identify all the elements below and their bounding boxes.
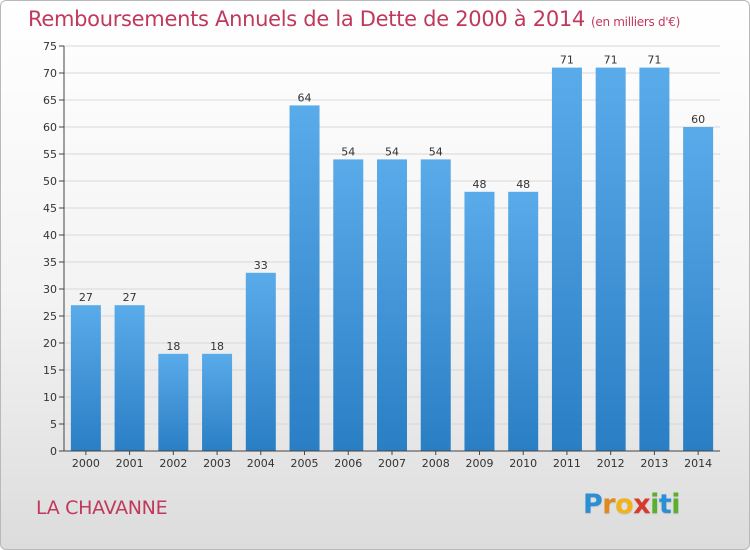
bar-2009: [464, 191, 495, 452]
x-tick-label-2005: 2005: [291, 457, 319, 470]
y-tick-label-5: 5: [50, 418, 57, 431]
x-tick-label-2010: 2010: [509, 457, 537, 470]
data-label-2012: 71: [604, 54, 618, 67]
data-labels: 27 27 18 18 33 64 54 54 54 48 48 71 71 71 60: [79, 54, 705, 353]
data-label-2013: 71: [647, 54, 661, 67]
bar-2012: [595, 67, 626, 451]
logo-letter: o: [615, 489, 634, 520]
bar-2014: [683, 127, 714, 451]
bar-2001: [114, 305, 145, 451]
proxiti-logo: Proxiti: [583, 489, 681, 520]
x-tick-label-2009: 2009: [465, 457, 493, 470]
bar-2002: [158, 353, 189, 451]
logo-letter: i: [650, 489, 659, 520]
commune-name: LA CHAVANNE: [36, 497, 168, 519]
y-tick-label-60: 60: [43, 121, 57, 134]
x-tick-label-2014: 2014: [684, 457, 712, 470]
x-tick-label-2000: 2000: [72, 457, 100, 470]
chart-title: Remboursements Annuels de la Dette de 20…: [28, 7, 680, 31]
bar-2005: [289, 105, 320, 452]
x-tick-label-2001: 2001: [116, 457, 144, 470]
data-label-2000: 27: [79, 291, 93, 304]
logo-letter: P: [583, 489, 603, 520]
data-label-2014: 60: [691, 113, 705, 126]
y-tick-label-25: 25: [43, 310, 57, 323]
data-label-2007: 54: [385, 145, 399, 158]
x-tick-label-2008: 2008: [422, 457, 450, 470]
axes: 0 5 10 15 20 25 30 35 40 45 50 55 60 65 70 75 2000 2001 20…: [43, 40, 720, 470]
bars: [70, 67, 714, 452]
data-label-2009: 48: [472, 178, 486, 191]
x-tick-label-2004: 2004: [247, 457, 275, 470]
y-tick-label-0: 0: [50, 445, 57, 458]
chart-subtitle: (en milliers d'€): [591, 15, 681, 29]
x-tick-label-2013: 2013: [640, 457, 668, 470]
bar-2004: [245, 272, 276, 451]
bar-2010: [508, 191, 539, 452]
y-tick-label-50: 50: [43, 175, 57, 188]
data-label-2008: 54: [429, 145, 443, 158]
x-tick-label-2002: 2002: [159, 457, 187, 470]
y-tick-label-10: 10: [43, 391, 57, 404]
y-tick-label-70: 70: [43, 67, 57, 80]
x-tick-label-2012: 2012: [597, 457, 625, 470]
x-tick-label-2003: 2003: [203, 457, 231, 470]
bar-2011: [551, 67, 582, 451]
y-tick-label-30: 30: [43, 283, 57, 296]
data-label-2010: 48: [516, 178, 530, 191]
y-tick-label-55: 55: [43, 148, 57, 161]
data-label-2006: 54: [341, 145, 355, 158]
y-tick-label-45: 45: [43, 202, 57, 215]
data-label-2004: 33: [254, 259, 268, 272]
logo-letter: x: [633, 489, 651, 520]
logo-letter: i: [671, 489, 681, 520]
bar-2013: [639, 67, 670, 451]
y-tick-label-75: 75: [43, 40, 57, 53]
data-label-2003: 18: [210, 340, 224, 353]
bar-2000: [70, 305, 101, 451]
logo-letter: t: [658, 489, 672, 520]
data-label-2005: 64: [298, 91, 312, 104]
data-label-2011: 71: [560, 54, 574, 67]
data-label-2002: 18: [166, 340, 180, 353]
bar-2003: [202, 353, 233, 451]
x-tick-label-2007: 2007: [378, 457, 406, 470]
y-tick-label-40: 40: [43, 229, 57, 242]
title-text: Remboursements Annuels de la Dette de 20…: [28, 7, 585, 31]
y-tick-label-35: 35: [43, 256, 57, 269]
y-tick-label-15: 15: [43, 364, 57, 377]
x-tick-label-2011: 2011: [553, 457, 581, 470]
data-label-2001: 27: [123, 291, 137, 304]
y-tick-label-65: 65: [43, 94, 57, 107]
logo-letter: r: [602, 489, 616, 520]
bar-2008: [420, 159, 451, 451]
bar-2006: [333, 159, 364, 451]
bar-2007: [377, 159, 407, 451]
y-tick-label-20: 20: [43, 337, 57, 350]
x-tick-label-2006: 2006: [334, 457, 362, 470]
